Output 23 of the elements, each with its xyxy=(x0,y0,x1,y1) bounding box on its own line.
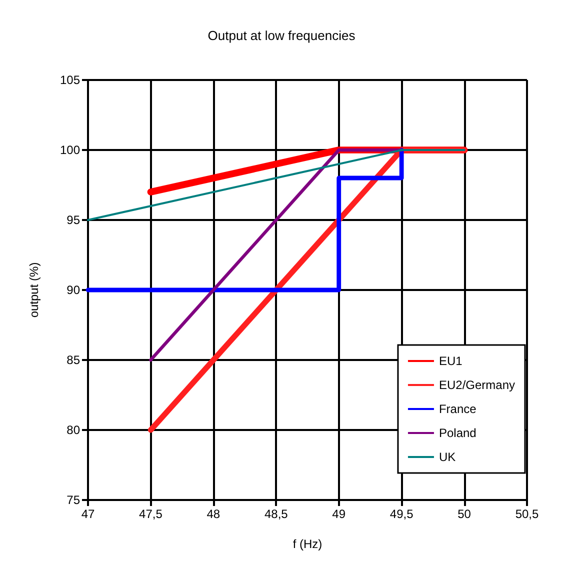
legend-label: Poland xyxy=(438,426,476,440)
y-tick-label: 80 xyxy=(66,423,80,437)
legend-label: EU1 xyxy=(438,354,463,368)
y-tick-label: 85 xyxy=(66,353,80,367)
x-tick-label: 48,5 xyxy=(264,507,288,521)
legend-label: EU2/Germany xyxy=(438,378,516,392)
x-tick-label: 47,5 xyxy=(139,507,163,521)
x-tick-label: 47 xyxy=(81,507,95,521)
x-tick-label: 49 xyxy=(332,507,346,521)
legend-label: France xyxy=(438,402,477,416)
y-tick-label: 95 xyxy=(66,213,80,227)
legend-label: UK xyxy=(438,450,456,464)
y-tick-label: 105 xyxy=(60,73,80,87)
chart-title: Output at low frequencies xyxy=(208,28,356,43)
y-tick-label: 90 xyxy=(66,283,80,297)
x-tick-label: 49,5 xyxy=(390,507,414,521)
y-tick-label: 75 xyxy=(66,493,80,507)
y-tick-label: 100 xyxy=(60,143,80,157)
y-axis-title: output (%) xyxy=(27,262,41,318)
x-tick-label: 50,5 xyxy=(515,507,539,521)
x-axis-title: f (Hz) xyxy=(292,537,322,551)
x-tick-label: 48 xyxy=(206,507,220,521)
x-tick-label: 50 xyxy=(458,507,472,521)
